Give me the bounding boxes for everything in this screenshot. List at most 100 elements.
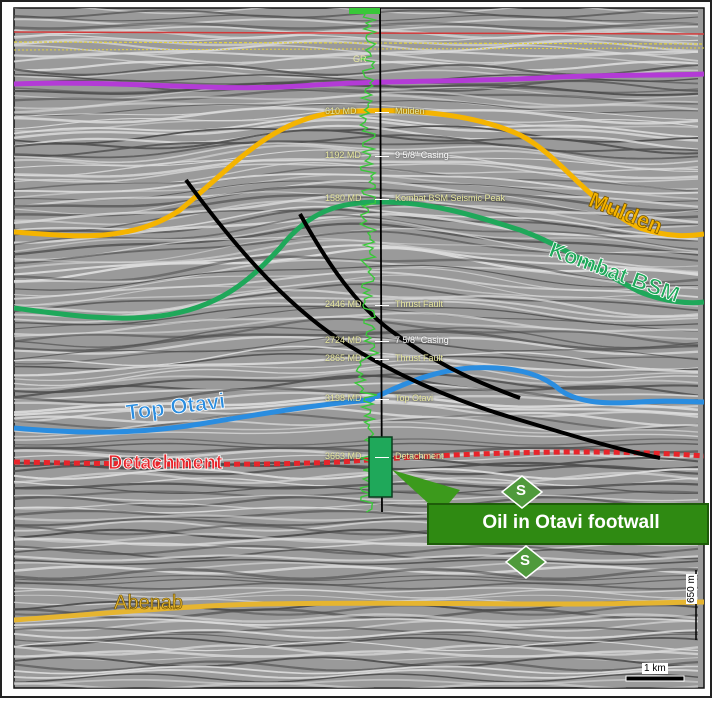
seismic-reflector [14, 336, 699, 361]
seismic-reflector [14, 118, 699, 142]
seismic-reflector [14, 217, 699, 253]
well-depth-tick [375, 359, 389, 360]
well-depth-label: Thrust Fault [395, 299, 444, 309]
well-depth-tick [375, 399, 389, 400]
well-depth-tick [375, 156, 389, 157]
seismic-reflector [14, 52, 699, 64]
seismic-reflector [14, 214, 699, 251]
seismic-reflector [14, 442, 699, 450]
seismic-reflector [14, 490, 699, 498]
shallow-yellow-line-2 [14, 47, 704, 51]
seismic-reflector [14, 28, 699, 40]
seismic-reflector [14, 673, 699, 683]
vertical-scale-label: 650 m [686, 574, 697, 604]
seismic-reflector [14, 158, 699, 180]
callout-box [427, 503, 709, 545]
seismic-reflector [14, 567, 699, 581]
seismic-reflector [14, 166, 699, 193]
well-depth-tick [375, 457, 389, 458]
seismic-reflector [14, 315, 699, 340]
seismic-reflector [14, 359, 699, 382]
seismic-reflector [14, 289, 699, 318]
seismic-reflector [14, 140, 699, 160]
seismic-reflector [14, 258, 699, 288]
well-depth-value: 2724 MD [325, 335, 362, 345]
seismic-reflector [14, 283, 699, 313]
seismic-reflector [14, 279, 699, 308]
well-depth-tick [375, 305, 389, 306]
thrust-fault-1 [184, 178, 661, 460]
seismic-reflector [14, 618, 699, 626]
seismic-reflector [14, 244, 699, 276]
well-depth-value: 3663 MD [325, 451, 362, 461]
seismic-reflector [14, 22, 699, 30]
abenab-horizon [14, 599, 704, 623]
seismic-reflector [14, 650, 699, 658]
seismic-reflector [14, 100, 699, 116]
shallow-yellow-line [14, 41, 704, 45]
seismic-reflector [14, 548, 698, 560]
seismic-reflector [14, 406, 699, 427]
well-depth-value: 2865 MD [325, 353, 362, 363]
seismic-reflector [14, 485, 699, 495]
seismic-reflector [14, 185, 699, 212]
callout-text: Oil in Otavi footwall [482, 512, 660, 533]
seismic-reflector [14, 494, 699, 502]
well-depth-value: 3198 MD [325, 393, 362, 403]
seismic-reflector [14, 565, 699, 575]
seismic-reflector [14, 471, 699, 485]
well-depth-label: Kombat BSM Seismic Peak [395, 193, 506, 203]
well-depth-label: Mulden [395, 106, 425, 116]
seismic-reflector [14, 589, 699, 599]
shallow-red-line [14, 31, 704, 35]
seismic-reflector [14, 382, 699, 401]
well-depth-value: 610 MD [325, 106, 357, 116]
seismic-reflector [14, 271, 699, 300]
well-depth-label: 7 5/8" Casing [395, 335, 449, 345]
seismic-reflector [14, 56, 699, 68]
well-depth-label: Top Otavi [395, 393, 434, 403]
seismic-reflector [14, 124, 699, 151]
seismic-reflector [14, 94, 699, 114]
mulden-horizon [14, 108, 704, 239]
horizontal-scale-bar-outline [625, 675, 685, 682]
seismic-reflector [14, 317, 699, 347]
top-otavi-horizon [14, 365, 704, 435]
seismic-reflector [14, 374, 699, 399]
purple-horizon [14, 71, 704, 91]
well-depth-label: 9 5/8" Casing [395, 150, 449, 160]
seal-marker-bottom [504, 545, 548, 579]
seismic-reflector [14, 60, 699, 72]
seismic-reflector [14, 401, 699, 423]
seismic-reflector [14, 575, 699, 581]
seismic-reflector [14, 152, 699, 177]
detachment-label: Detachment [108, 452, 223, 475]
seismic-reflector [14, 37, 699, 47]
well-depth-tick [375, 199, 389, 200]
seismic-reflector [14, 179, 699, 208]
seismic-reflector [14, 678, 699, 686]
seismic-reflector [14, 264, 698, 291]
seismic-reflector [14, 14, 699, 22]
seismic-reflector [14, 656, 699, 668]
seismic-reflector [14, 363, 699, 387]
well-depth-value: 1192 MD [325, 150, 361, 160]
seismic-reflector [14, 9, 699, 19]
well-depth-tick [375, 112, 389, 113]
seismic-reflector [14, 330, 699, 352]
seismic-reflector [14, 307, 699, 332]
seismic-reflector [14, 594, 699, 602]
seismic-reflector [14, 193, 699, 225]
seal-marker-top [500, 475, 544, 509]
well-bore [379, 8, 383, 513]
seismic-reflector [14, 102, 699, 121]
abenab-label: Abenab [114, 592, 184, 615]
seismic-reflector [14, 582, 699, 590]
seismic-reflector [14, 335, 699, 356]
well-depth-tick [375, 341, 389, 342]
well-depth-value: 1580 MD [325, 193, 362, 203]
seismic-reflector [14, 464, 699, 476]
seismic-reflector [14, 88, 698, 105]
